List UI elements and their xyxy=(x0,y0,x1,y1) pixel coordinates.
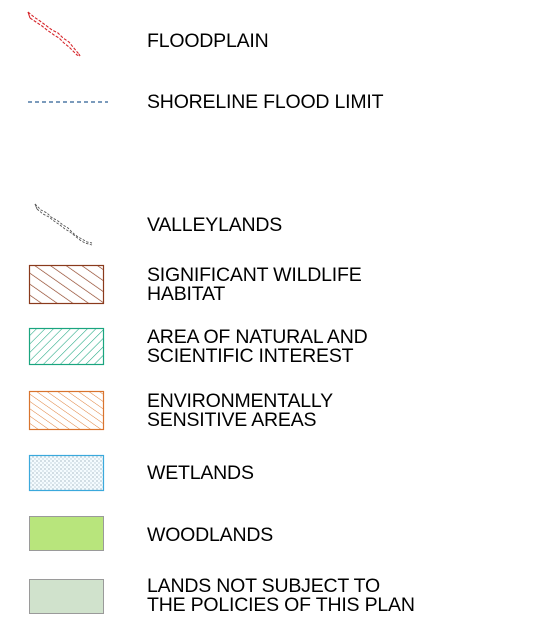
esa-label-line2: SENSITIVE AREAS xyxy=(147,409,317,431)
anai-symbol xyxy=(28,327,105,366)
woodlands-symbol xyxy=(29,516,104,551)
wetlands-label: WETLANDS xyxy=(147,462,254,484)
shoreline-flood-limit-label: SHORELINE FLOOD LIMIT xyxy=(147,91,384,113)
floodplain-symbol xyxy=(27,11,81,57)
valleylands-symbol xyxy=(34,203,93,246)
esa-symbol xyxy=(28,390,105,431)
wetlands-symbol xyxy=(28,454,105,492)
lands-not-subject-label-line1: LANDS NOT SUBJECT TO xyxy=(147,575,380,597)
anai-label-line2: SCIENTIFIC INTEREST xyxy=(147,345,354,367)
esa-label-line1: ENVIRONMENTALLY xyxy=(147,390,333,412)
significant-wildlife-habitat-label-line2: HABITAT xyxy=(147,283,226,305)
valleylands-label: VALLEYLANDS xyxy=(147,214,283,236)
significant-wildlife-habitat-symbol xyxy=(28,264,105,305)
floodplain-label: FLOODPLAIN xyxy=(147,30,269,52)
lands-not-subject-symbol xyxy=(29,579,104,614)
anai-label-line1: AREA OF NATURAL AND xyxy=(147,326,368,348)
lands-not-subject-label-line2: THE POLICIES OF THIS PLAN xyxy=(147,594,415,616)
significant-wildlife-habitat-label-line1: SIGNIFICANT WILDLIFE xyxy=(147,264,362,286)
woodlands-label: WOODLANDS xyxy=(147,524,274,546)
